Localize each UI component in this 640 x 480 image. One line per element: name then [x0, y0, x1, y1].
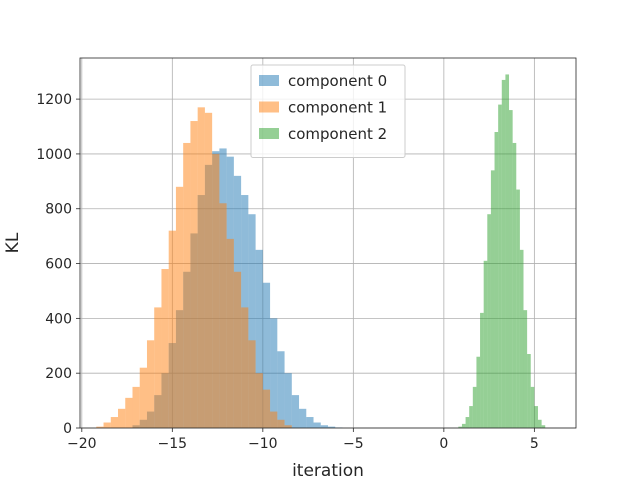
- histogram-bar: [204, 112, 213, 428]
- y-tick-label: 1000: [36, 147, 72, 163]
- y-tick-label: 800: [45, 202, 72, 218]
- axis-ticks: −20 −15 −10 −5 0 5 0 200 400 600 800 1000 1200: [36, 92, 538, 452]
- histogram-bar: [498, 104, 502, 428]
- histogram-bar: [197, 107, 205, 428]
- x-tick-label: 5: [530, 436, 539, 452]
- histogram-bar: [96, 426, 104, 428]
- histogram-bar: [320, 425, 328, 428]
- histogram-bar: [277, 351, 285, 428]
- histogram-bar: [501, 79, 506, 428]
- histogram-bar: [154, 307, 162, 428]
- histogram-bar: [125, 397, 133, 428]
- histogram-bar: [270, 411, 278, 428]
- legend-box: [250, 64, 406, 158]
- x-tick-label: −20: [67, 436, 97, 452]
- histogram-bar: [103, 422, 111, 428]
- histogram-bar: [480, 312, 484, 428]
- x-tick-label: −15: [158, 436, 188, 452]
- histogram-bar: [461, 423, 466, 428]
- y-tick-label: 1200: [36, 92, 72, 108]
- legend-label: component 0: [288, 72, 387, 90]
- histogram-bar: [494, 132, 499, 428]
- histogram-bar: [527, 354, 531, 428]
- histogram-bar: [270, 318, 278, 428]
- histogram-bar: [262, 389, 271, 428]
- histogram-bar: [490, 170, 495, 429]
- y-tick-label: 400: [45, 311, 72, 327]
- x-tick-label: 0: [439, 436, 448, 452]
- histogram-bar: [306, 417, 314, 428]
- legend-label: component 1: [288, 99, 387, 117]
- histogram-bar: [110, 417, 119, 428]
- histogram-bar: [161, 269, 169, 428]
- histogram-bar: [328, 426, 336, 428]
- histogram-bar: [509, 110, 513, 429]
- x-axis-label: iteration: [292, 461, 364, 480]
- histogram-bar: [262, 282, 271, 428]
- series-component-1: [96, 107, 292, 429]
- series-component-2: [458, 74, 546, 429]
- legend-item: component 0: [259, 72, 387, 90]
- histogram-bar: [299, 408, 307, 428]
- legend-swatch: [259, 101, 279, 113]
- histogram-bar: [516, 189, 520, 428]
- histogram-bar: [175, 186, 184, 428]
- histogram-bar: [487, 214, 491, 428]
- histogram-bar: [255, 249, 263, 428]
- histogram-bar: [248, 340, 256, 428]
- histogram-bar: [183, 142, 191, 429]
- histogram-bar: [476, 356, 481, 428]
- y-tick-label: 0: [63, 421, 72, 437]
- legend-swatch: [259, 75, 279, 86]
- histogram-bar: [519, 249, 524, 428]
- histogram-bars: [96, 74, 546, 429]
- histogram-bar: [458, 426, 462, 428]
- y-tick-label: 200: [45, 366, 72, 382]
- histogram-bar: [512, 142, 517, 429]
- legend-swatch: [259, 128, 279, 139]
- histogram-bar: [248, 214, 256, 428]
- histogram-bar: [291, 395, 300, 428]
- histogram-bar: [132, 386, 140, 428]
- histogram-bar: [537, 419, 542, 428]
- y-tick-label: 600: [45, 257, 72, 273]
- legend-label: component 2: [288, 125, 387, 143]
- x-tick-label: −5: [343, 436, 364, 452]
- histogram-bar: [277, 419, 285, 428]
- legend-item: component 1: [259, 99, 387, 117]
- histogram-bar: [469, 406, 473, 428]
- histogram-bar: [146, 340, 155, 428]
- histogram-bar: [241, 307, 249, 428]
- histogram-bar: [523, 310, 528, 428]
- histogram-bar: [284, 373, 292, 428]
- histogram-bar: [139, 367, 147, 428]
- histogram-bar: [190, 121, 198, 428]
- histogram-bar: [233, 271, 242, 428]
- histogram-bar: [530, 386, 535, 428]
- histogram-bar: [313, 422, 321, 428]
- histogram-bar: [465, 417, 470, 428]
- x-tick-label: −10: [248, 436, 278, 452]
- histogram-bar: [212, 153, 220, 429]
- histogram-bar: [534, 406, 538, 428]
- histogram-bar: [472, 386, 477, 428]
- y-axis-label: KL: [3, 232, 23, 253]
- legend: component 0 component 1 component 2: [250, 64, 406, 158]
- histogram-bar: [219, 203, 227, 428]
- histogram-bar: [541, 425, 546, 428]
- histogram-bar: [168, 230, 176, 428]
- axes-frame: [79, 57, 577, 429]
- histogram-bar: [483, 260, 488, 428]
- histogram-bar: [284, 425, 292, 428]
- histogram-bar: [505, 74, 510, 428]
- histogram-bar: [226, 238, 234, 428]
- legend-item: component 2: [259, 125, 387, 143]
- histogram-bar: [118, 408, 126, 428]
- histogram-bar: [255, 373, 263, 428]
